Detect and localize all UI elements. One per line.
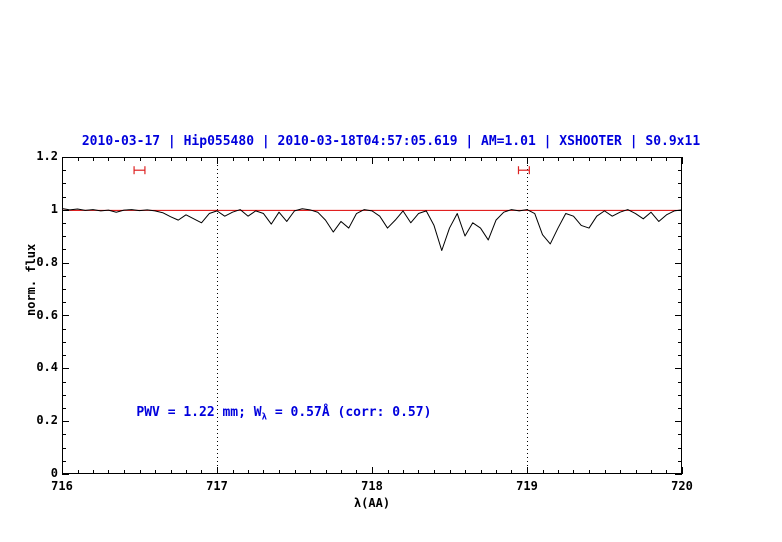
plot-border (62, 157, 682, 474)
y-tick-label: 0.2 (36, 413, 58, 428)
pwv-annotation-post: = 0.57Å (corr: 0.57) (267, 405, 432, 421)
x-tick-label: 720 (671, 479, 693, 493)
y-tick-label: 1 (50, 201, 58, 216)
y-tick-label: 0 (50, 466, 58, 480)
pwv-annotation: PWV = 1.22 mm; Wλ = 0.57Å (corr: 0.57) (136, 405, 431, 423)
x-tick-label: 719 (516, 479, 538, 493)
y-tick-label: 0.4 (36, 360, 58, 375)
x-tick-label: 718 (361, 479, 383, 493)
plot-title: 2010-03-17 | Hip055480 | 2010-03-18T04:5… (81, 134, 701, 149)
x-axis-label: λ(AA) (353, 496, 391, 510)
spectrum-plot-canvas (61, 157, 683, 475)
spectrum-curve (61, 208, 683, 252)
pwv-annotation-pre: PWV = 1.22 mm; W (136, 405, 262, 421)
pwv-annotation-sub: λ (261, 412, 268, 423)
y-tick-label: 1.2 (36, 149, 58, 163)
x-tick-label: 716 (51, 479, 73, 493)
plot-area: PWV = 1.22 mm; Wλ = 0.57Å (corr: 0.57) (61, 157, 683, 475)
x-tick-label: 717 (206, 479, 228, 493)
y-tick-label: 0.6 (36, 307, 58, 322)
y-tick-label: 0.8 (36, 254, 58, 269)
